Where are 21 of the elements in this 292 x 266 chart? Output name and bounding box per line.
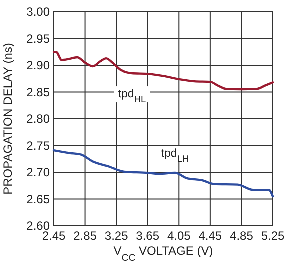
y-tick-label: 2.70 [26, 166, 50, 180]
y-tick-label: 2.95 [26, 32, 50, 46]
y-tick-label: 2.65 [26, 192, 50, 206]
y-tick-label: 2.80 [26, 112, 50, 126]
x-tick-label: 4.85 [230, 229, 254, 243]
x-tick-label: 5.25 [261, 229, 285, 243]
line-series [52, 51, 274, 91]
y-tick-label: 2.90 [26, 58, 50, 72]
x-tick-label: 3.25 [104, 229, 129, 243]
series-label: tpd$_{HL}$ [118, 88, 146, 105]
x-tick-label: 4.45 [198, 229, 222, 243]
y-tick-label: 2.75 [26, 138, 50, 153]
x-tick-label: 3.65 [136, 229, 160, 243]
x-axis-title: V$_{CC}$ VOLTAGE (V) [114, 244, 214, 264]
x-tick-label: 2.85 [74, 229, 98, 243]
series-label: tpd$_{LH}$ [161, 148, 190, 164]
y-tick-label: 2.85 [26, 85, 50, 100]
y-tick-label: 3.00 [26, 5, 50, 19]
y-axis-title: PROPAGATION DELAY (ns) [1, 43, 15, 195]
line-series [52, 149, 274, 198]
x-tick-label: 4.05 [167, 229, 192, 243]
